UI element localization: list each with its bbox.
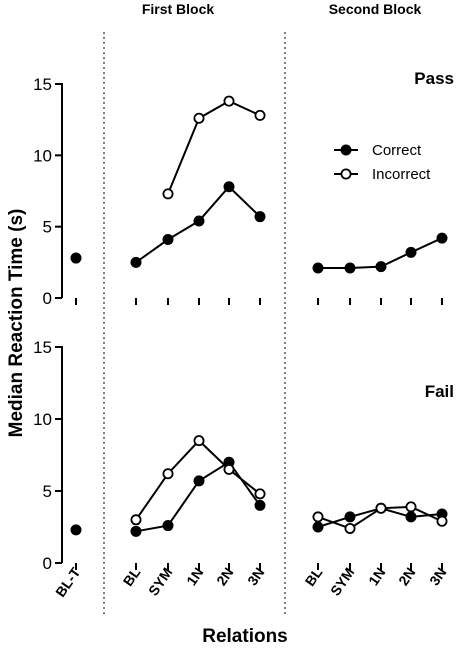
legend-label-correct: Correct	[372, 142, 422, 159]
legend-label-incorrect: Incorrect	[372, 166, 431, 183]
y-tick-label: 15	[33, 75, 52, 94]
data-point-correct	[70, 524, 82, 536]
x-tick-label: SYM	[327, 565, 358, 599]
data-point-correct	[254, 499, 266, 511]
x-tick-label: SYM	[145, 565, 176, 599]
data-point-incorrect	[193, 435, 205, 447]
data-point-incorrect	[162, 188, 174, 200]
x-tick-label: BL-T	[52, 564, 84, 600]
data-point-incorrect	[223, 463, 235, 475]
panel-label-fail: Fail	[425, 382, 454, 401]
series-line-incorrect	[167, 99, 261, 195]
data-point-correct	[193, 215, 205, 227]
data-point-incorrect	[344, 522, 356, 534]
data-point-correct	[405, 246, 417, 258]
data-point-correct	[162, 234, 174, 246]
legend-marker-incorrect	[340, 168, 352, 180]
y-tick-label: 10	[33, 146, 52, 165]
data-point-correct	[344, 262, 356, 274]
y-tick-label: 5	[43, 482, 52, 501]
data-point-correct	[312, 521, 324, 533]
data-point-correct	[70, 252, 82, 264]
data-point-incorrect	[436, 515, 448, 527]
y-tick-label: 15	[33, 338, 52, 357]
y-tick-label: 5	[43, 218, 52, 237]
data-point-correct	[254, 211, 266, 223]
data-point-incorrect	[193, 112, 205, 124]
data-point-incorrect	[223, 95, 235, 107]
data-point-incorrect	[312, 511, 324, 523]
data-point-correct	[193, 475, 205, 487]
x-tick-label: BL	[302, 564, 326, 589]
x-axis-title: Relations	[202, 626, 288, 647]
x-tick-label: BL	[120, 564, 144, 589]
data-point-correct	[162, 520, 174, 532]
data-point-incorrect	[375, 502, 387, 514]
data-point-correct	[130, 256, 142, 268]
x-tick-label: 1N	[365, 565, 388, 589]
second-block-title: Second Block	[329, 1, 422, 17]
x-tick-label: 2N	[395, 565, 418, 589]
data-point-incorrect	[162, 468, 174, 480]
data-point-correct	[405, 511, 417, 523]
series-line-correct	[135, 460, 261, 533]
data-point-incorrect	[254, 109, 266, 121]
x-tick-label: 1N	[183, 565, 206, 589]
data-point-correct	[130, 525, 142, 537]
data-point-correct	[375, 261, 387, 273]
x-tick-label: 2N	[213, 565, 236, 589]
data-point-correct	[436, 232, 448, 244]
data-point-correct	[344, 511, 356, 523]
data-point-incorrect	[254, 488, 266, 500]
x-tick-label: 3N	[426, 565, 449, 589]
y-axis-title: Median Reaction Time (s)	[6, 209, 27, 438]
y-tick-label: 0	[43, 554, 52, 573]
legend-marker-correct	[340, 144, 352, 156]
data-point-correct	[312, 262, 324, 274]
data-point-incorrect	[130, 514, 142, 526]
panel-label-pass: Pass	[414, 69, 454, 88]
data-point-incorrect	[405, 501, 417, 513]
x-tick-label: 3N	[244, 565, 267, 589]
y-tick-label: 10	[33, 410, 52, 429]
y-tick-label: 0	[43, 289, 52, 308]
first-block-title: First Block	[142, 1, 215, 17]
data-point-correct	[223, 181, 235, 193]
